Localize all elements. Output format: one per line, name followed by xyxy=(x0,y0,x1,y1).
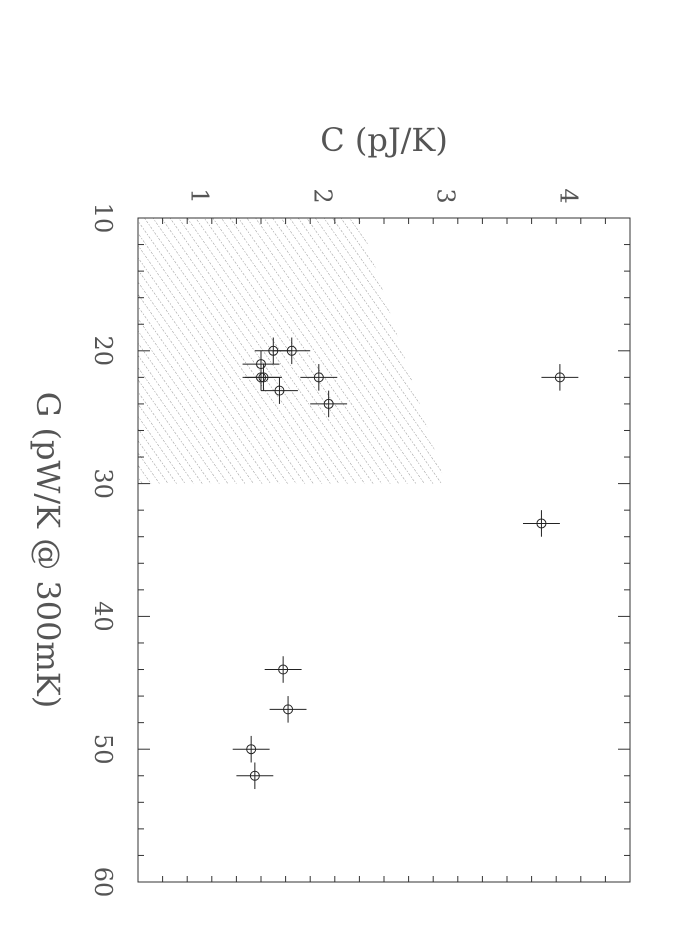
point-marker xyxy=(249,770,260,781)
g-tick-label: 20 xyxy=(89,336,117,367)
point-marker xyxy=(536,518,547,529)
data-point xyxy=(269,696,307,723)
point-marker xyxy=(246,744,257,755)
data-point xyxy=(236,762,274,790)
data-point xyxy=(273,337,311,365)
point-marker xyxy=(258,372,269,383)
g-axis-title: G (pW/K @ 300mK) xyxy=(29,392,67,708)
point-marker xyxy=(278,664,289,675)
point-marker xyxy=(274,385,285,396)
g-tick-label: 10 xyxy=(89,203,117,234)
c-tick-label: 4 xyxy=(555,188,583,203)
point-marker xyxy=(554,372,565,383)
g-tick-label: 40 xyxy=(89,601,117,632)
c-tick-label: 1 xyxy=(186,188,214,203)
g-tick-label: 50 xyxy=(89,734,117,765)
data-point xyxy=(245,364,282,391)
data-point xyxy=(264,656,302,683)
c-axis-title: C (pJ/K) xyxy=(320,121,448,159)
g-tick-label: 60 xyxy=(89,867,117,898)
point-marker xyxy=(283,704,294,715)
point-marker xyxy=(286,345,297,356)
data-point xyxy=(232,735,270,763)
c-tick-label: 3 xyxy=(432,188,460,203)
data-point xyxy=(310,390,348,418)
g-tick-label: 30 xyxy=(89,468,117,499)
c-tick-label: 2 xyxy=(309,188,337,203)
data-point xyxy=(300,364,338,391)
point-marker xyxy=(313,372,324,383)
data-point xyxy=(261,377,298,404)
data-point xyxy=(522,510,560,537)
point-marker xyxy=(323,398,334,409)
data-point xyxy=(541,364,579,391)
